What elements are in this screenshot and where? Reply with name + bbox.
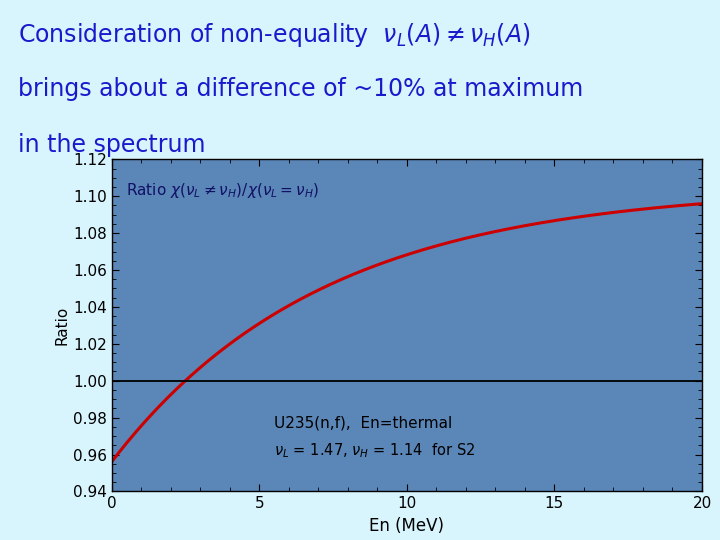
Text: in the spectrum: in the spectrum (18, 133, 205, 157)
Text: Consideration of non-equality  $\nu_L(A) \neq \nu_H(A)$: Consideration of non-equality $\nu_L(A) … (18, 21, 531, 49)
Text: Ratio $\chi(\nu_L \neq\nu_H)/\chi(\nu_L =\nu_H)$: Ratio $\chi(\nu_L \neq\nu_H)/\chi(\nu_L … (127, 181, 320, 200)
Text: U235(n,f),  En=thermal: U235(n,f), En=thermal (274, 416, 452, 430)
Text: $\nu_L$ = 1.47, $\nu_H$ = 1.14  for S2: $\nu_L$ = 1.47, $\nu_H$ = 1.14 for S2 (274, 442, 475, 460)
Text: brings about a difference of ~10% at maximum: brings about a difference of ~10% at max… (18, 77, 583, 101)
X-axis label: En (MeV): En (MeV) (369, 517, 444, 535)
Y-axis label: Ratio: Ratio (55, 306, 70, 345)
